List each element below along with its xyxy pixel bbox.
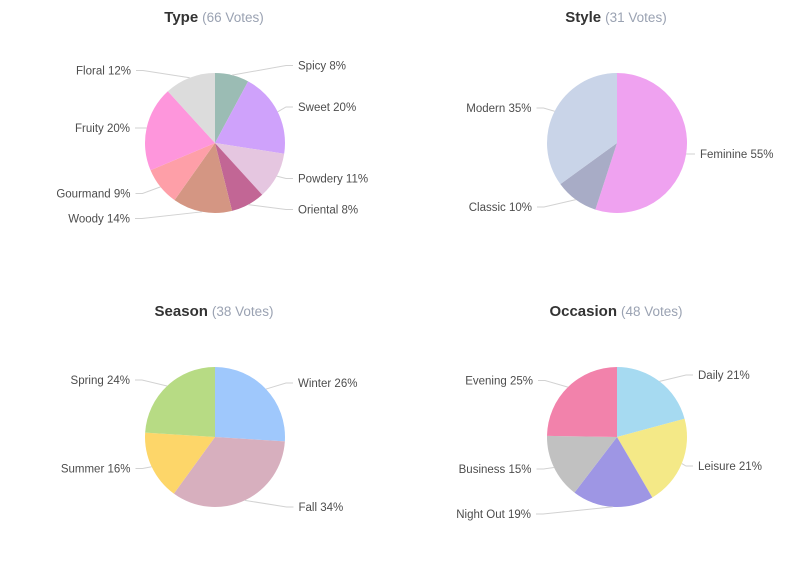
label-connector-daily xyxy=(660,375,693,381)
pie-chart-occasion: Occasion (48 Votes) Daily 21% Leisure 21% Ni… xyxy=(402,294,804,574)
chart-title: Style (31 Votes) xyxy=(565,9,666,26)
slice-label-night-out: Night Out 19% xyxy=(456,509,531,521)
chart-title-votes: (38 Votes) xyxy=(212,304,274,319)
slice-label-leisure: Leisure 21% xyxy=(698,461,762,473)
slice-label-winter: Winter 26% xyxy=(298,378,357,390)
slice-label-fruity: Fruity 20% xyxy=(75,123,130,135)
label-connector-oriental xyxy=(248,205,293,210)
chart-title-text: Style xyxy=(565,9,601,26)
label-connector-sweet xyxy=(278,107,293,112)
pie-chart-season: Season (38 Votes) Winter 26% Fall 34% Summer… xyxy=(0,294,402,574)
chart-occasion: Occasion (48 Votes) Daily 21% Leisure 21% Ni… xyxy=(402,294,804,574)
pie-chart-type: Type (66 Votes) Spicy 8% Sweet 20% Powdery 1… xyxy=(0,0,402,280)
label-connector-spicy xyxy=(232,66,293,76)
slice-label-summer: Summer 16% xyxy=(61,464,131,476)
label-connector-fall xyxy=(245,500,294,507)
fragrance-classification-charts: Type (66 Votes) Spicy 8% Sweet 20% Powdery 1… xyxy=(0,0,804,561)
label-connector-winter xyxy=(266,383,293,389)
chart-title-votes: (31 Votes) xyxy=(605,10,667,25)
chart-title-votes: (66 Votes) xyxy=(202,10,264,25)
label-connector-business xyxy=(537,468,555,469)
chart-title-votes: (48 Votes) xyxy=(621,304,683,319)
chart-style: Style (31 Votes) Feminine 55% Classic 10% Mo… xyxy=(402,0,804,280)
label-connector-gourmand xyxy=(136,187,161,194)
slice-label-spicy: Spicy 8% xyxy=(298,61,346,73)
slice-label-gourmand: Gourmand 9% xyxy=(56,189,130,201)
label-connector-night-out xyxy=(536,507,613,514)
slice-label-modern: Modern 35% xyxy=(466,103,531,115)
slice-label-spring: Spring 24% xyxy=(71,375,130,387)
label-connector-floral xyxy=(136,71,190,78)
label-connector-modern xyxy=(537,108,555,111)
slice-label-woody: Woody 14% xyxy=(68,214,130,226)
label-connector-woody xyxy=(135,212,202,219)
slice-label-classic: Classic 10% xyxy=(469,202,532,214)
chart-type: Type (66 Votes) Spicy 8% Sweet 20% Powdery 1… xyxy=(0,0,402,280)
pie-slice-spring[interactable] xyxy=(145,367,215,437)
chart-title-text: Type xyxy=(164,9,198,26)
pie-slice-evening[interactable] xyxy=(547,367,617,437)
slice-label-business: Business 15% xyxy=(459,464,532,476)
label-connector-summer xyxy=(136,467,152,469)
chart-title-text: Occasion xyxy=(549,303,617,320)
slice-label-evening: Evening 25% xyxy=(465,376,533,388)
chart-title: Occasion (48 Votes) xyxy=(549,303,682,320)
slice-label-daily: Daily 21% xyxy=(698,370,750,382)
chart-title-text: Season xyxy=(155,303,208,320)
chart-title: Season (38 Votes) xyxy=(155,303,274,320)
slice-label-powdery: Powdery 11% xyxy=(298,174,368,186)
label-connector-classic xyxy=(537,200,576,207)
slice-label-floral: Floral 12% xyxy=(76,66,131,78)
slice-label-feminine: Feminine 55% xyxy=(700,149,774,161)
label-connector-evening xyxy=(538,381,568,388)
pie-slice-winter[interactable] xyxy=(215,367,285,441)
slice-label-oriental: Oriental 8% xyxy=(298,205,358,217)
label-connector-powdery xyxy=(277,176,293,178)
slice-label-fall: Fall 34% xyxy=(299,502,344,514)
chart-title: Type (66 Votes) xyxy=(164,9,263,26)
chart-season: Season (38 Votes) Winter 26% Fall 34% Summer… xyxy=(0,294,402,574)
slice-label-sweet: Sweet 20% xyxy=(298,102,356,114)
label-connector-leisure xyxy=(682,464,693,466)
label-connector-spring xyxy=(135,380,167,386)
pie-chart-style: Style (31 Votes) Feminine 55% Classic 10% Mo… xyxy=(402,0,804,280)
